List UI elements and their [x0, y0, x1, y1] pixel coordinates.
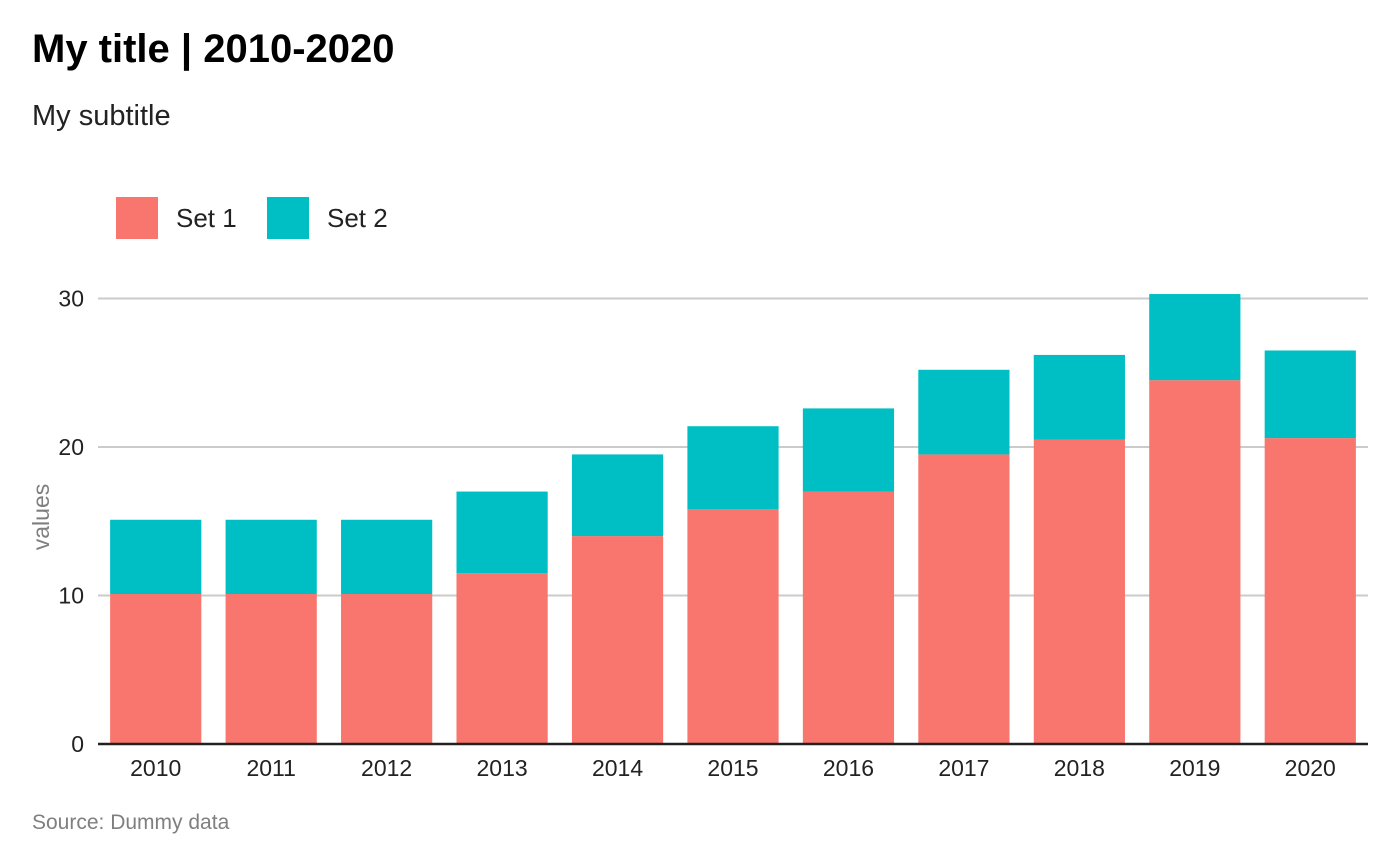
legend-label-set-2: Set 2 [327, 203, 388, 233]
x-tick-label: 2016 [823, 755, 874, 781]
bar-set-1-2011 [225, 594, 317, 744]
x-tick-label: 2010 [130, 755, 181, 781]
bar-set-2-2018 [1033, 354, 1125, 440]
bar-set-2-2020 [1264, 350, 1356, 439]
bar-set-2-2015 [687, 426, 779, 510]
bar-set-1-2019 [1149, 380, 1241, 744]
chart-caption: Source: Dummy data [32, 811, 230, 834]
x-tick-label: 2015 [707, 755, 758, 781]
x-tick-label: 2020 [1285, 755, 1336, 781]
x-tick-label: 2018 [1054, 755, 1105, 781]
bar-set-1-2014 [571, 536, 664, 744]
x-tick-label: 2014 [592, 755, 643, 781]
bars [110, 294, 1356, 744]
bar-set-2-2012 [341, 519, 433, 595]
x-tick-label: 2013 [477, 755, 528, 781]
bar-set-1-2017 [918, 454, 1010, 744]
bar-set-1-2020 [1264, 438, 1356, 744]
bar-set-2-2013 [456, 491, 548, 574]
y-axis-label: values [28, 484, 54, 550]
bar-set-1-2010 [110, 594, 202, 744]
bar-set-2-2014 [571, 454, 664, 537]
legend-label-set-1: Set 1 [176, 203, 237, 233]
legend-swatch-set-1 [116, 197, 158, 239]
y-tick-label: 0 [71, 731, 84, 757]
y-tick-label: 10 [58, 583, 84, 609]
bar-set-2-2017 [918, 369, 1010, 455]
x-tick-label: 2017 [938, 755, 989, 781]
bar-set-2-2011 [225, 519, 317, 595]
y-tick-label: 30 [58, 286, 84, 312]
bar-set-1-2018 [1033, 439, 1125, 744]
legend-swatch-set-2 [267, 197, 309, 239]
bar-set-1-2016 [802, 491, 895, 744]
bar-set-1-2013 [456, 573, 548, 744]
bar-set-1-2012 [341, 594, 433, 744]
bar-set-1-2015 [687, 509, 779, 744]
y-tick-label: 20 [58, 434, 84, 460]
chart-subtitle: My subtitle [32, 100, 171, 132]
bar-set-2-2010 [110, 519, 202, 595]
x-tick-label: 2019 [1169, 755, 1220, 781]
x-axis-ticks: 2010 2011 2012 2013 2014 2015 2016 2017 2018 2019… [130, 755, 1336, 781]
bar-set-2-2016 [802, 408, 895, 492]
y-axis-ticks: 0 10 20 30 [58, 286, 84, 758]
x-tick-label: 2012 [361, 755, 412, 781]
x-tick-label: 2011 [246, 755, 295, 781]
chart-title: My title | 2010-2020 [32, 27, 395, 71]
bar-set-2-2019 [1149, 294, 1241, 381]
legend: Set 1 Set 2 [116, 197, 388, 239]
